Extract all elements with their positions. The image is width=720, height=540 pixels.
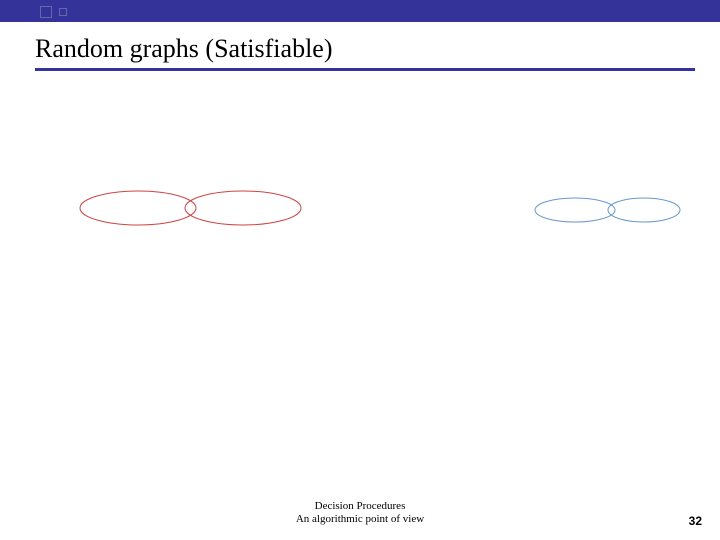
venn-diagram: [0, 0, 720, 540]
ellipse-left-a: [80, 191, 196, 225]
ellipse-left-b: [185, 191, 301, 225]
page-number: 32: [689, 514, 702, 528]
ellipse-right-b: [608, 198, 680, 222]
footer-line2: An algorithmic point of view: [0, 513, 720, 526]
slide: Random graphs (Satisfiable) Decision Pro…: [0, 0, 720, 540]
footer: Decision Procedures An algorithmic point…: [0, 500, 720, 526]
footer-line1: Decision Procedures: [0, 500, 720, 513]
ellipse-right-a: [535, 198, 615, 222]
